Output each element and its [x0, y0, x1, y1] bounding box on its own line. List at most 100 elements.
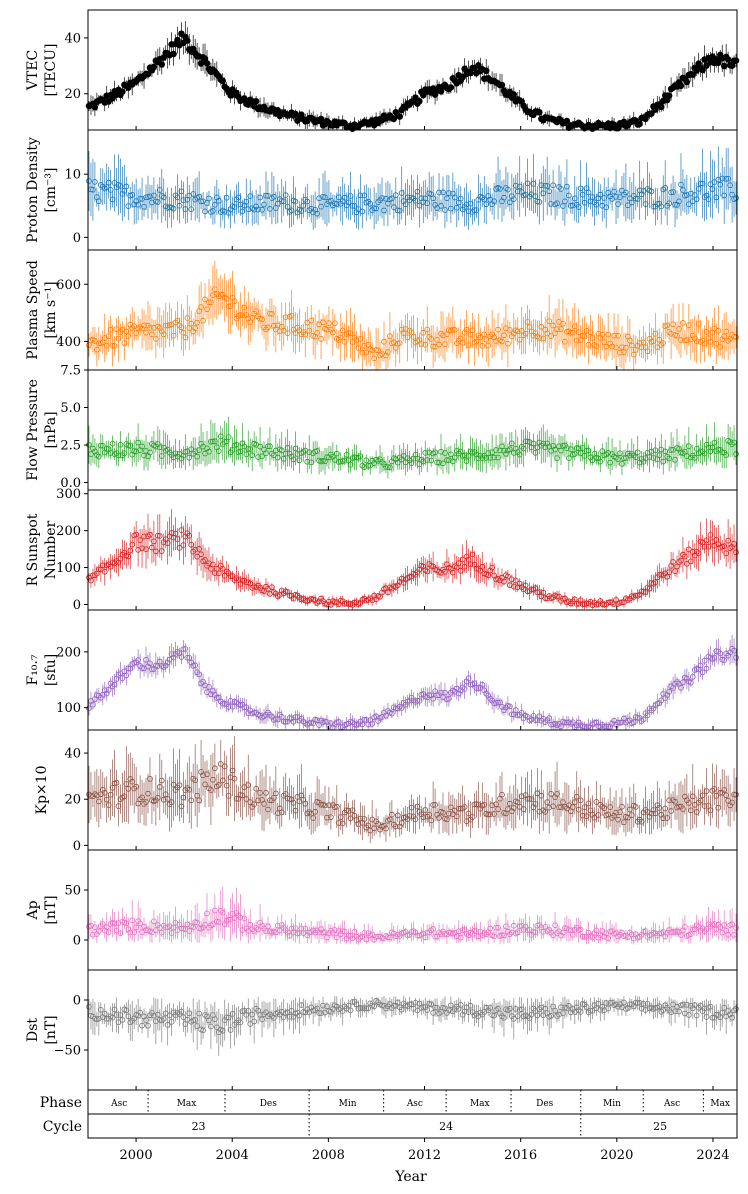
vsw-data-point [713, 340, 720, 347]
vsw-data-point [589, 335, 596, 341]
vsw-data-point [516, 336, 523, 343]
vsw-data-point [292, 330, 299, 336]
pden-data-point [680, 187, 686, 193]
pden-data-point [617, 194, 623, 200]
vtec-data-point [677, 82, 685, 90]
vsw-data-point [95, 340, 102, 347]
panel-pdyn-marks [86, 416, 739, 479]
f107-data-point [467, 681, 474, 688]
ssn-data-point [139, 545, 145, 552]
vsw-data-point [373, 347, 379, 353]
f107-data-point [86, 705, 92, 712]
vtec-data-point [184, 37, 191, 44]
f107-data-point [491, 700, 497, 707]
vsw-data-point [231, 298, 238, 304]
pdyn-data-point [656, 452, 663, 458]
vsw-data-point [284, 330, 291, 337]
pden-data-point [481, 196, 488, 203]
ssn-data-point [461, 563, 468, 570]
pden-data-point [693, 196, 700, 203]
pden-data-point [448, 205, 454, 212]
vsw-data-point [678, 337, 684, 343]
vsw-data-point [109, 342, 116, 349]
f107-data-point [508, 711, 515, 718]
vsw-data-point [184, 315, 191, 321]
pdyn-data-point [109, 440, 116, 447]
ssn-data-point [153, 548, 159, 555]
pdyn-data-point [668, 447, 674, 453]
pdyn-data-point [206, 448, 212, 455]
pden-data-point [322, 194, 328, 201]
pden-data-point [444, 195, 450, 202]
pden-data-point [367, 200, 374, 207]
pdyn-data-point [422, 450, 429, 456]
pdyn-data-point [597, 458, 604, 465]
pdyn-data-point [646, 454, 653, 460]
pden-data-point [300, 202, 307, 209]
vtec-data-point [396, 113, 403, 120]
f107-data-point [154, 663, 161, 669]
pden-data-point [569, 202, 576, 209]
pden-data-point [530, 180, 537, 187]
pdyn-data-point [308, 459, 315, 466]
vtec-data-point [241, 95, 248, 102]
pdyn-data-point [95, 453, 102, 460]
pden-data-point [666, 200, 673, 207]
pdyn-data-point [634, 449, 641, 456]
panel-kp-marks [86, 736, 739, 844]
vsw-data-point [387, 333, 393, 339]
vsw-data-point [483, 336, 490, 343]
f107-data-point [282, 719, 289, 725]
ssn-data-point [687, 558, 694, 565]
vsw-data-point [259, 316, 265, 323]
pden-data-point [221, 208, 228, 215]
pden-data-point [188, 206, 195, 213]
pdyn-data-point [666, 455, 673, 462]
vtec-data-point [203, 60, 211, 67]
pdyn-data-point [723, 452, 730, 458]
pdyn-data-point [365, 463, 372, 469]
pden-data-point [95, 198, 102, 205]
vsw-data-point [560, 320, 566, 327]
pden-data-point [715, 176, 722, 183]
pden-data-point [206, 195, 212, 202]
vsw-data-point [603, 343, 610, 350]
vtec-data-point [475, 62, 482, 69]
f107-data-point [532, 717, 539, 723]
ssn-data-point [88, 577, 94, 584]
vsw-data-point [644, 348, 651, 355]
vsw-data-point [569, 329, 576, 336]
pdyn-data-point [691, 454, 698, 461]
ssn-data-point [632, 592, 639, 599]
pden-data-point [514, 188, 521, 195]
vsw-data-point [86, 342, 92, 348]
pden-data-point [624, 202, 631, 209]
pden-data-point [390, 204, 397, 211]
pden-data-point [436, 189, 442, 196]
f107-data-point [184, 654, 191, 661]
pden-data-point [210, 208, 216, 214]
vsw-data-point [449, 326, 456, 333]
pden-data-point [263, 192, 269, 199]
pden-data-point [257, 194, 263, 201]
ssn-data-point [534, 589, 541, 596]
pdyn-data-point [530, 440, 537, 447]
pden-data-point [505, 186, 511, 193]
pdyn-data-point [249, 452, 256, 459]
pden-data-point [676, 198, 682, 205]
vsw-data-point [733, 334, 739, 341]
f107-data-point [507, 703, 513, 710]
pdyn-data-point [589, 457, 596, 464]
vsw-data-point [212, 286, 218, 293]
ssn-data-point [579, 601, 586, 607]
pden-data-point [467, 200, 474, 207]
f107-data-point [434, 692, 440, 699]
vsw-data-point [693, 338, 700, 345]
ssn-data-point [188, 541, 195, 548]
vsw-data-point [628, 342, 635, 349]
vsw-data-point [280, 327, 287, 334]
pdyn-data-point [508, 440, 515, 447]
pden-data-point [699, 180, 706, 187]
ssn-data-point [137, 537, 143, 543]
vsw-data-point [115, 335, 122, 342]
